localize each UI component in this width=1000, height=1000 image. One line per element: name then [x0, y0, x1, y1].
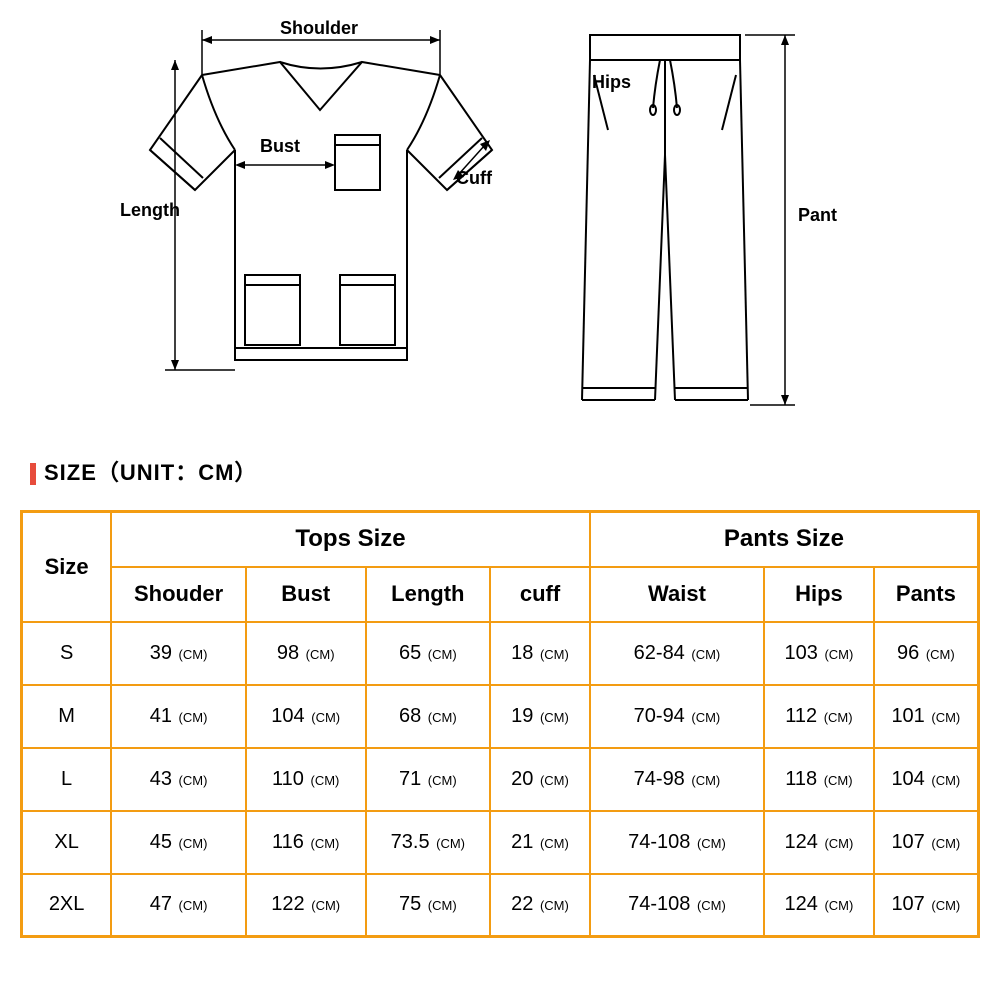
cell-size: L	[22, 748, 112, 811]
pants-hips-label: Hips	[592, 72, 631, 93]
size-table-body: S39 (CM)98 (CM)65 (CM)18 (CM)62-84 (CM)1…	[22, 622, 979, 937]
cell-bust: 110 (CM)	[246, 748, 366, 811]
pants-diagram: Hips Pant	[560, 20, 860, 420]
cell-size: S	[22, 622, 112, 685]
size-table: Size Tops Size Pants Size Shouder Bust L…	[20, 510, 980, 938]
cell-shoulder: 41 (CM)	[111, 685, 246, 748]
diagram-area: Shoulder Bust Cuff Length	[0, 0, 1000, 440]
cell-pants: 104 (CM)	[874, 748, 979, 811]
shirt-svg	[140, 20, 500, 410]
cell-waist: 74-98 (CM)	[590, 748, 764, 811]
cell-cuff: 21 (CM)	[490, 811, 590, 874]
col-waist-header: Waist	[590, 567, 764, 622]
pants-group-header: Pants Size	[590, 512, 979, 567]
shirt-length-label: Length	[120, 200, 180, 221]
cell-length: 71 (CM)	[366, 748, 491, 811]
cell-cuff: 18 (CM)	[490, 622, 590, 685]
cell-cuff: 19 (CM)	[490, 685, 590, 748]
cell-hips: 118 (CM)	[764, 748, 874, 811]
table-column-header-row: Shouder Bust Length cuff Waist Hips Pant…	[22, 567, 979, 622]
col-hips-header: Hips	[764, 567, 874, 622]
cell-waist: 62-84 (CM)	[590, 622, 764, 685]
cell-shoulder: 47 (CM)	[111, 874, 246, 937]
cell-length: 68 (CM)	[366, 685, 491, 748]
cell-size: XL	[22, 811, 112, 874]
shirt-diagram: Shoulder Bust Cuff Length	[140, 20, 500, 410]
cell-pants: 96 (CM)	[874, 622, 979, 685]
cell-hips: 124 (CM)	[764, 811, 874, 874]
size-chart-container: Shoulder Bust Cuff Length	[0, 0, 1000, 1000]
cell-waist: 70-94 (CM)	[590, 685, 764, 748]
cell-waist: 74-108 (CM)	[590, 811, 764, 874]
table-row: 2XL47 (CM)122 (CM)75 (CM)22 (CM)74-108 (…	[22, 874, 979, 937]
cell-bust: 116 (CM)	[246, 811, 366, 874]
red-bar-icon	[30, 463, 36, 485]
cell-waist: 74-108 (CM)	[590, 874, 764, 937]
cell-length: 75 (CM)	[366, 874, 491, 937]
col-cuff-header: cuff	[490, 567, 590, 622]
cell-pants: 101 (CM)	[874, 685, 979, 748]
col-bust-header: Bust	[246, 567, 366, 622]
cell-bust: 122 (CM)	[246, 874, 366, 937]
cell-size: M	[22, 685, 112, 748]
cell-length: 73.5 (CM)	[366, 811, 491, 874]
table-row: XL45 (CM)116 (CM)73.5 (CM)21 (CM)74-108 …	[22, 811, 979, 874]
table-group-header-row: Size Tops Size Pants Size	[22, 512, 979, 567]
pants-pant-label: Pant	[798, 205, 837, 226]
cell-pants: 107 (CM)	[874, 811, 979, 874]
cell-hips: 103 (CM)	[764, 622, 874, 685]
cell-hips: 112 (CM)	[764, 685, 874, 748]
tops-group-header: Tops Size	[111, 512, 590, 567]
cell-bust: 104 (CM)	[246, 685, 366, 748]
size-header-text: SIZE（UNIT：CM）	[44, 460, 257, 485]
shirt-bust-label: Bust	[260, 136, 300, 157]
col-length-header: Length	[366, 567, 491, 622]
size-header: SIZE（UNIT：CM）	[30, 455, 257, 487]
cell-size: 2XL	[22, 874, 112, 937]
cell-shoulder: 43 (CM)	[111, 748, 246, 811]
cell-hips: 124 (CM)	[764, 874, 874, 937]
cell-pants: 107 (CM)	[874, 874, 979, 937]
cell-bust: 98 (CM)	[246, 622, 366, 685]
cell-length: 65 (CM)	[366, 622, 491, 685]
col-pants-header: Pants	[874, 567, 979, 622]
col-size-header: Size	[22, 512, 112, 622]
shirt-cuff-label: Cuff	[456, 168, 492, 189]
cell-shoulder: 39 (CM)	[111, 622, 246, 685]
table-row: L43 (CM)110 (CM)71 (CM)20 (CM)74-98 (CM)…	[22, 748, 979, 811]
shirt-shoulder-label: Shoulder	[280, 18, 358, 39]
table-row: M41 (CM)104 (CM)68 (CM)19 (CM)70-94 (CM)…	[22, 685, 979, 748]
cell-cuff: 20 (CM)	[490, 748, 590, 811]
cell-shoulder: 45 (CM)	[111, 811, 246, 874]
col-shoulder-header: Shouder	[111, 567, 246, 622]
cell-cuff: 22 (CM)	[490, 874, 590, 937]
table-row: S39 (CM)98 (CM)65 (CM)18 (CM)62-84 (CM)1…	[22, 622, 979, 685]
